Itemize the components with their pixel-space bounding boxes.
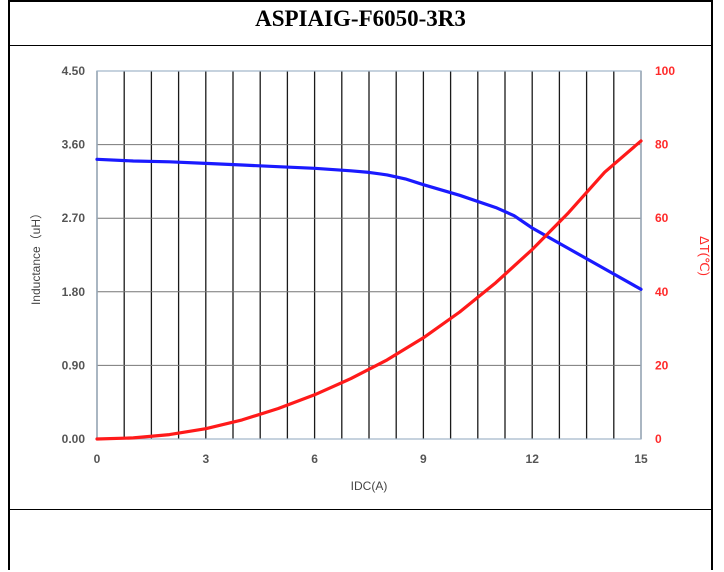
x-axis-label: IDC(A) [351,479,388,493]
x-tick-label: 6 [311,452,318,466]
y2-tick-label: 80 [655,138,669,152]
x-tick-label: 0 [94,452,101,466]
y-tick-label: 4.50 [62,64,86,78]
x-tick-label: 12 [526,452,540,466]
x-tick-label: 15 [634,452,648,466]
y2-tick-label: 0 [655,432,662,446]
ticks-layer: 0.00 0.90 1.80 2.70 3.60 4.50 0 20 40 60 80 100 0 3 6 9… [62,64,676,466]
y-tick-label: 2.70 [62,211,86,225]
x-tick-label: 9 [420,452,427,466]
y-tick-label: 0.90 [62,358,86,372]
temperature-rise-line [95,139,643,441]
chart-title: ASPIAIG-F6050-3R3 [255,6,466,31]
inductance-line [95,157,643,291]
series-layer [95,139,643,441]
y2-axis-label: ΔT(℃) [697,236,712,276]
y2-tick-label: 60 [655,211,669,225]
y2-tick-label: 20 [655,358,669,372]
y-axis-label: Inductance（uH） [29,207,43,305]
plot-area-border [96,70,642,440]
x-tick-label: 3 [202,452,209,466]
chart-divider [8,509,713,510]
y-tick-label: 0.00 [62,432,86,446]
y2-tick-label: 100 [655,64,675,78]
title-divider [8,45,713,46]
y-tick-label: 3.60 [62,138,86,152]
figure-frame [8,0,713,570]
grid-layer [96,70,642,440]
y-tick-label: 1.80 [62,285,86,299]
y2-tick-label: 40 [655,285,669,299]
